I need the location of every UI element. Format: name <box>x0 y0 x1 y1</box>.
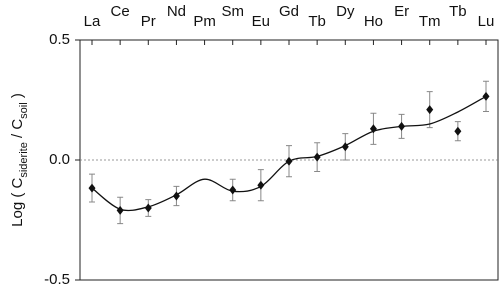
x-tick-label: Sm <box>221 3 244 20</box>
y-label-subscript: soil <box>18 102 30 119</box>
x-tick-label: Tm <box>419 13 441 30</box>
x-tick-label: Ho <box>364 13 383 30</box>
data-point <box>426 105 434 115</box>
x-tick-label: La <box>84 13 101 30</box>
x-tick-label: Dy <box>336 3 355 20</box>
x-tick-label: Er <box>394 3 409 20</box>
y-tick-label: -0.5 <box>44 271 70 288</box>
data-point <box>229 185 237 195</box>
data-point <box>313 152 321 162</box>
x-tick-label: Tb <box>449 3 467 20</box>
data-point <box>454 126 462 136</box>
x-tick-label: Pm <box>193 13 216 30</box>
x-tick-label: Eu <box>252 13 270 30</box>
y-axis-label: Log ( Csiderite / Csoil ) <box>9 93 30 227</box>
x-tick-label: Gd <box>279 3 299 20</box>
x-tick-label: Ce <box>111 3 130 20</box>
y-tick-label: 0.5 <box>49 31 70 48</box>
y-label-part: / C <box>9 119 26 143</box>
fit-line <box>91 95 487 212</box>
x-tick-label: Pr <box>141 13 156 30</box>
x-tick-label: Lu <box>478 13 495 30</box>
x-tick-label: Nd <box>167 3 186 20</box>
y-label-part: Log ( C <box>9 177 26 226</box>
y-tick-label: 0.0 <box>49 151 70 168</box>
y-label-subscript: siderite <box>18 142 30 177</box>
y-label-part: ) <box>9 93 26 102</box>
x-tick-label: Tb <box>308 13 326 30</box>
